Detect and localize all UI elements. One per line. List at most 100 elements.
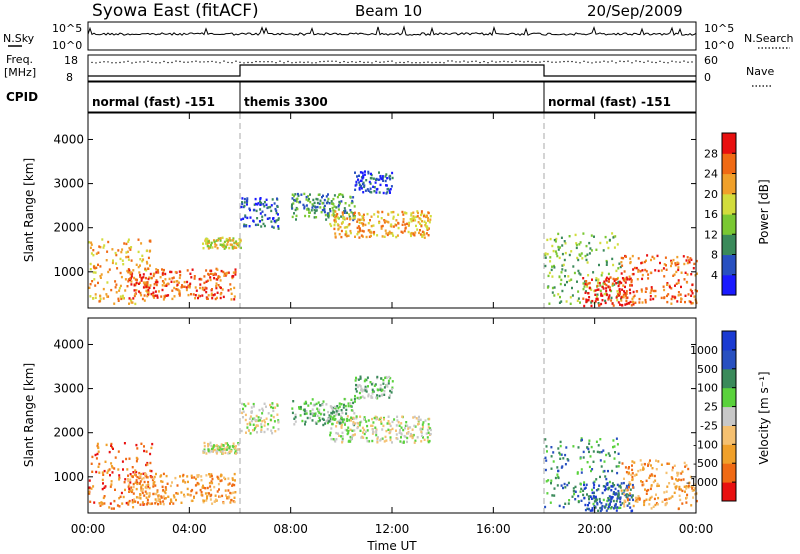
echo-cell xyxy=(135,289,138,292)
echo-cell xyxy=(611,232,614,235)
echo-cell xyxy=(676,300,679,303)
echo-cell xyxy=(691,283,694,287)
echo-cell xyxy=(206,495,208,498)
echo-cell xyxy=(228,450,231,454)
colorbar-swatch xyxy=(722,387,736,408)
echo-cell xyxy=(154,502,157,505)
echo-cell xyxy=(374,426,377,429)
echo-cell xyxy=(420,430,423,433)
echo-cell xyxy=(209,485,212,488)
echo-cell xyxy=(696,289,698,293)
echo-cell xyxy=(352,196,355,199)
echo-cell xyxy=(640,290,643,293)
echo-cell xyxy=(105,443,108,447)
echo-cell xyxy=(412,433,415,437)
echo-cell xyxy=(119,271,122,275)
echo-cell xyxy=(180,286,183,289)
echo-cell xyxy=(617,452,620,455)
echo-cell xyxy=(598,497,601,501)
echo-cell xyxy=(621,502,624,505)
echo-cell xyxy=(395,219,398,222)
echo-cell xyxy=(313,201,316,205)
echo-cell xyxy=(686,281,689,284)
echo-cell xyxy=(261,420,264,423)
echo-cell xyxy=(117,299,120,302)
echo-cell xyxy=(341,441,344,444)
echo-cell xyxy=(350,416,353,419)
echo-cell xyxy=(644,268,647,272)
echo-cell xyxy=(549,256,552,259)
echo-cell xyxy=(670,302,673,305)
echo-cell xyxy=(564,453,567,457)
echo-cell xyxy=(218,495,221,498)
echo-cell xyxy=(336,405,339,408)
velocity-echoes xyxy=(88,375,698,513)
echo-cell xyxy=(551,286,554,290)
echo-cell xyxy=(230,243,233,246)
echo-cell xyxy=(607,503,610,506)
echo-cell xyxy=(175,492,178,495)
echo-cell xyxy=(647,488,650,492)
echo-cell xyxy=(616,443,619,446)
echo-cell xyxy=(629,260,632,264)
echo-cell xyxy=(149,264,151,267)
cpid-segment-label: normal (fast) -151 xyxy=(92,95,215,109)
echo-cell xyxy=(208,473,211,476)
echo-cell xyxy=(678,488,681,491)
echo-cell xyxy=(159,500,162,504)
echo-cell xyxy=(389,188,392,191)
nave-dot xyxy=(543,60,545,63)
velocity-mode-boundaries xyxy=(239,318,545,513)
echo-cell xyxy=(344,423,346,426)
echo-cell xyxy=(422,421,425,424)
echo-cell xyxy=(675,485,678,488)
echo-cell xyxy=(604,487,607,491)
echo-cell xyxy=(352,416,355,420)
echo-cell xyxy=(574,490,577,493)
echo-cell xyxy=(234,491,237,494)
echo-cell xyxy=(192,293,195,296)
echo-cell xyxy=(243,204,246,208)
echo-cell xyxy=(675,478,677,481)
echo-cell xyxy=(132,471,135,474)
echo-cell xyxy=(382,379,385,382)
echo-cell xyxy=(271,198,274,201)
echo-cell xyxy=(100,273,103,276)
echo-cell xyxy=(230,298,233,301)
echo-cell xyxy=(389,377,392,380)
echo-cell xyxy=(653,257,656,260)
echo-cell xyxy=(619,500,622,503)
echo-cell xyxy=(367,419,370,422)
echo-cell xyxy=(420,213,422,217)
echo-cell xyxy=(587,447,590,451)
echo-cell xyxy=(635,266,638,270)
echo-cell xyxy=(225,245,228,248)
echo-cell xyxy=(608,495,611,498)
echo-cell xyxy=(574,233,577,237)
echo-cell xyxy=(232,274,235,278)
echo-cell xyxy=(545,480,548,483)
echo-cell xyxy=(254,197,257,201)
echo-cell xyxy=(649,295,652,298)
echo-cell xyxy=(98,245,101,248)
echo-cell xyxy=(586,299,589,302)
echo-cell xyxy=(607,297,610,301)
echo-cell xyxy=(206,492,209,495)
echo-cell xyxy=(388,396,391,399)
echo-cell xyxy=(564,242,567,245)
echo-cell xyxy=(263,205,266,208)
echo-cell xyxy=(219,296,222,300)
echo-cell xyxy=(599,506,602,510)
echo-cell xyxy=(139,258,142,261)
nave-dot xyxy=(415,62,417,64)
nave-dot xyxy=(275,62,277,64)
echo-cell xyxy=(109,485,112,488)
nave-dot xyxy=(143,61,145,63)
echo-cell xyxy=(427,216,429,220)
echo-cell xyxy=(383,418,385,421)
echo-cell xyxy=(118,474,121,477)
echo-cell xyxy=(140,472,143,476)
echo-cell xyxy=(359,229,362,232)
echo-cell xyxy=(138,482,141,485)
